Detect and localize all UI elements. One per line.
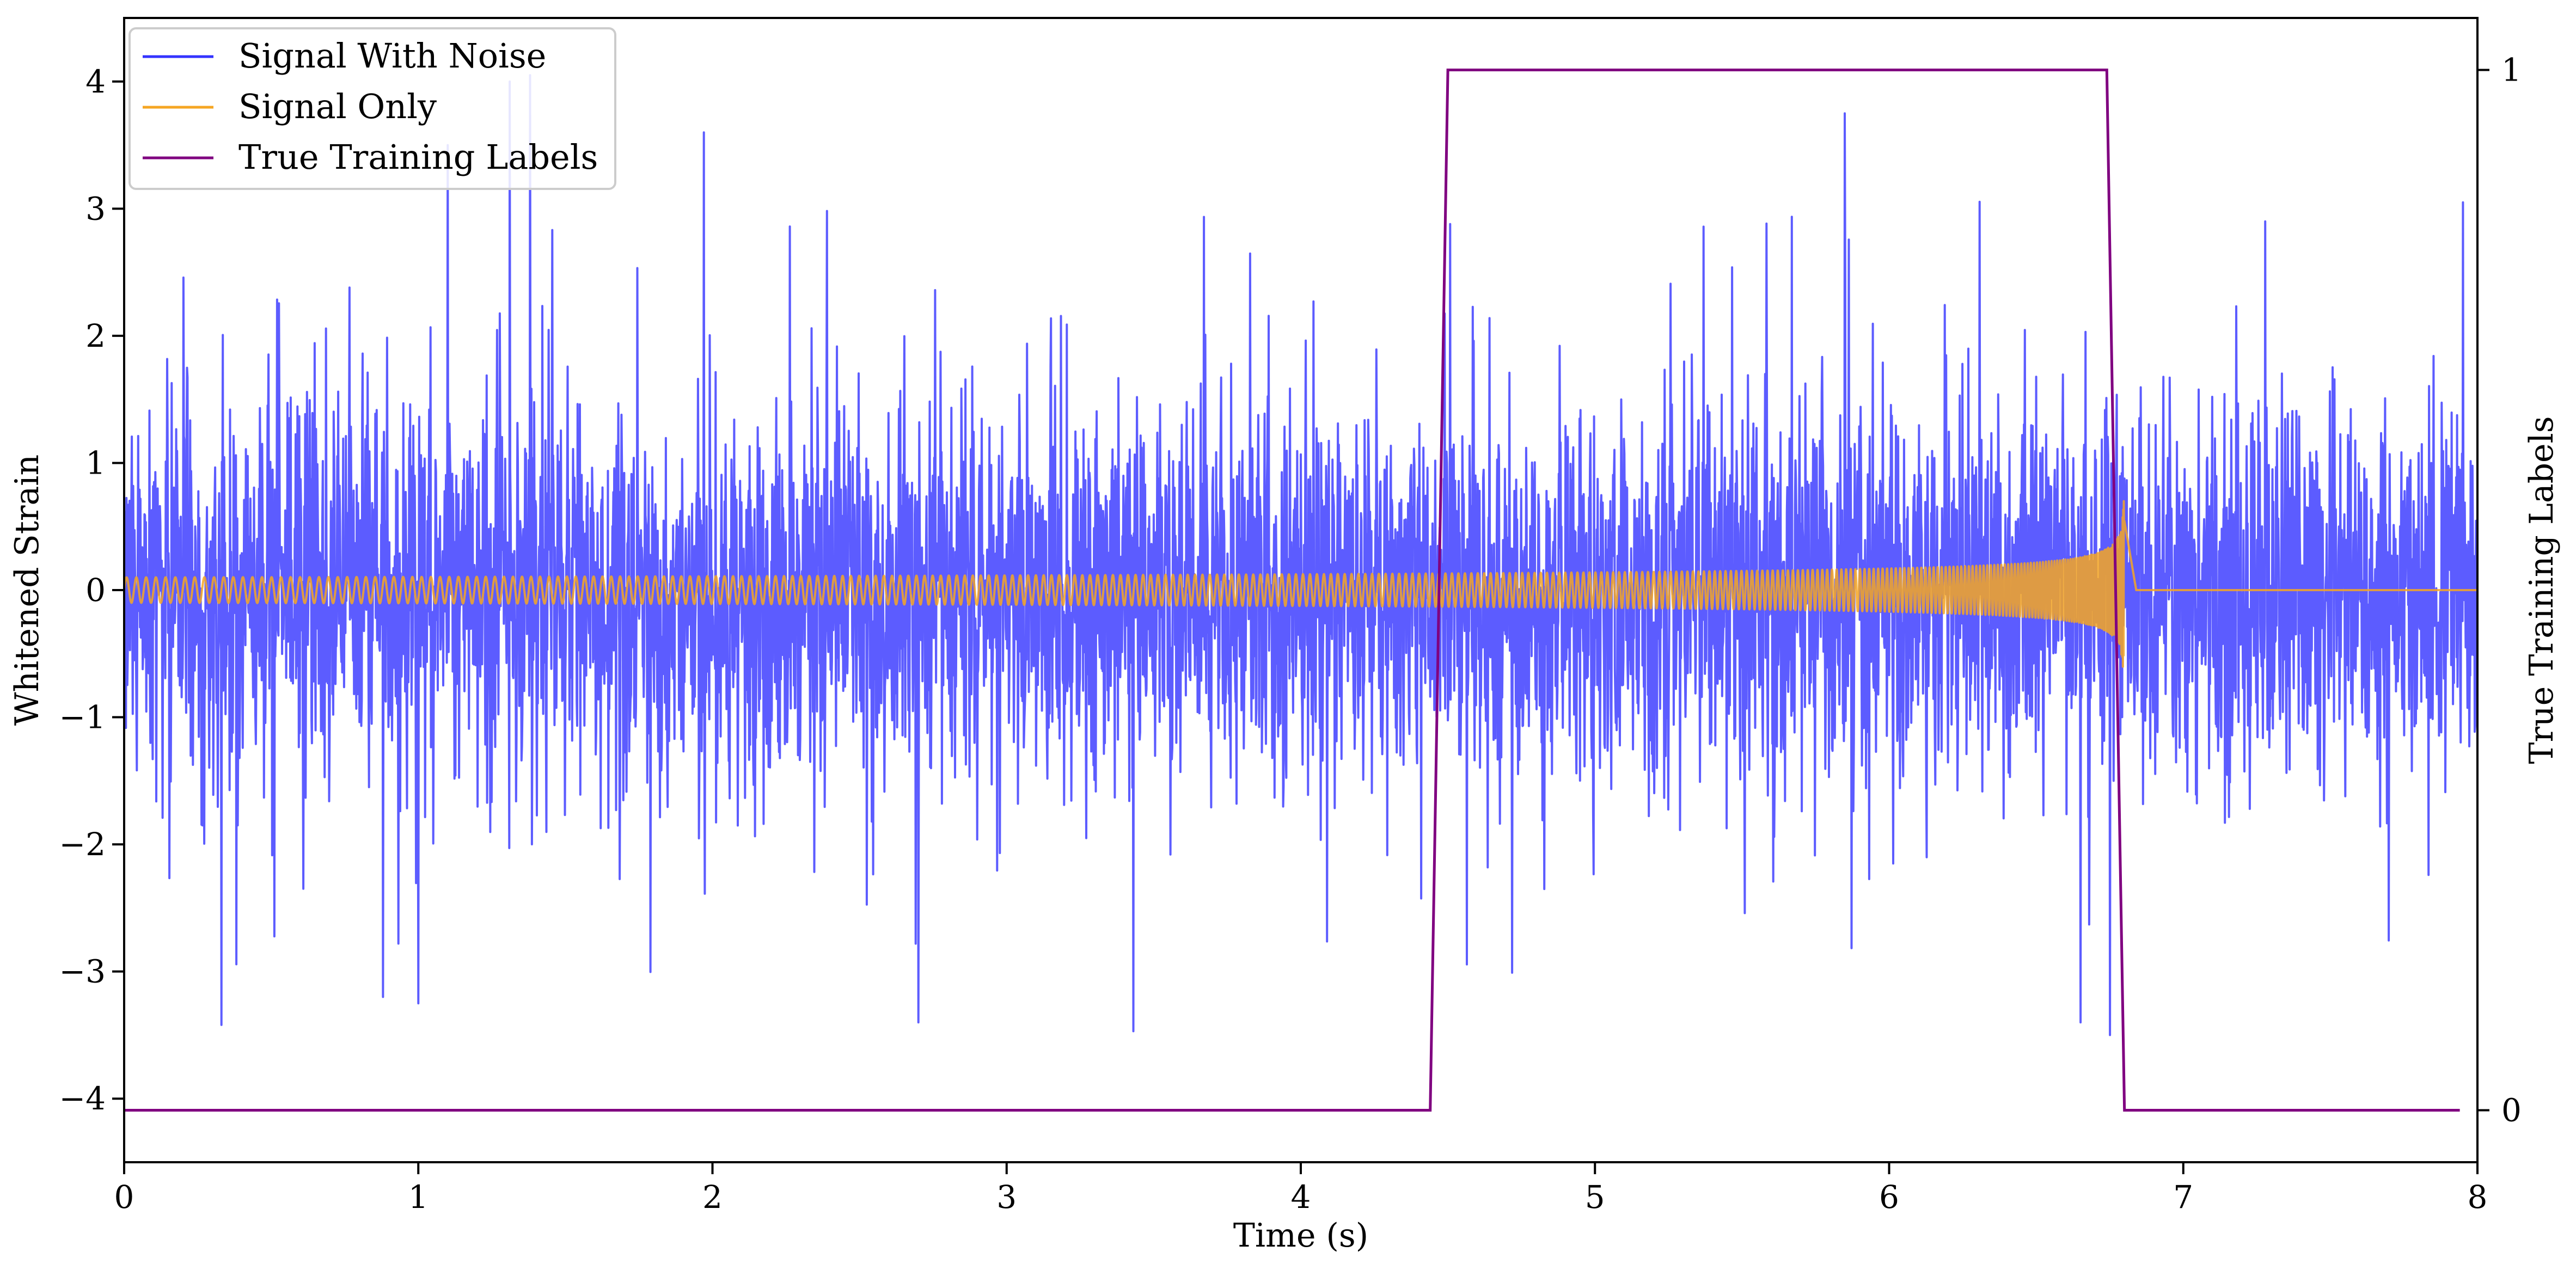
y2-tick-label: 0 — [2501, 1091, 2522, 1128]
x-axis: 0 1 2 3 4 5 6 7 8 — [114, 1162, 2488, 1216]
legend: Signal With Noise Signal Only True Train… — [129, 27, 616, 190]
signal-only-series — [124, 500, 2477, 668]
y2-axis-label: True Training Labels — [2523, 416, 2561, 764]
y-tick-label: −4 — [59, 1080, 106, 1117]
signal-with-noise-series — [124, 74, 2477, 1036]
x-tick-label: 7 — [2173, 1179, 2193, 1216]
legend-label-signal-with-noise: Signal With Noise — [238, 36, 546, 76]
true-training-labels-line — [124, 69, 2460, 1112]
x-tick-label: 5 — [1585, 1179, 1605, 1216]
x-tick-label: 2 — [702, 1179, 723, 1216]
x-tick-label: 6 — [1879, 1179, 1899, 1216]
y-axis: −4 −3 −2 −1 0 1 2 3 4 — [59, 63, 124, 1117]
legend-box — [129, 27, 616, 190]
x-tick-label: 0 — [114, 1179, 134, 1216]
y2-axis: 01 — [2477, 52, 2522, 1128]
legend-label-true-training-labels: True Training Labels — [238, 137, 598, 177]
signal-only-line — [124, 500, 2477, 668]
y-tick-label: −2 — [59, 826, 106, 863]
y-axis-label: Whitened Strain — [8, 455, 46, 726]
x-tick-label: 4 — [1291, 1179, 1311, 1216]
true-training-labels-series — [124, 69, 2460, 1112]
x-tick-label: 8 — [2468, 1179, 2488, 1216]
y-tick-label: 3 — [85, 190, 106, 227]
x-tick-label: 3 — [996, 1179, 1017, 1216]
y-tick-label: 2 — [85, 317, 106, 354]
y-tick-label: 1 — [85, 444, 106, 481]
x-axis-label: Time (s) — [1233, 1217, 1368, 1255]
y2-tick-label: 1 — [2501, 52, 2522, 89]
legend-label-signal-only: Signal Only — [238, 87, 437, 126]
y-tick-label: 4 — [85, 63, 106, 100]
y-tick-label: 0 — [85, 572, 106, 609]
x-tick-label: 1 — [408, 1179, 429, 1216]
signal-with-noise-line — [124, 74, 2477, 1036]
y-tick-label: −1 — [59, 699, 106, 736]
y-tick-label: −3 — [59, 953, 106, 990]
